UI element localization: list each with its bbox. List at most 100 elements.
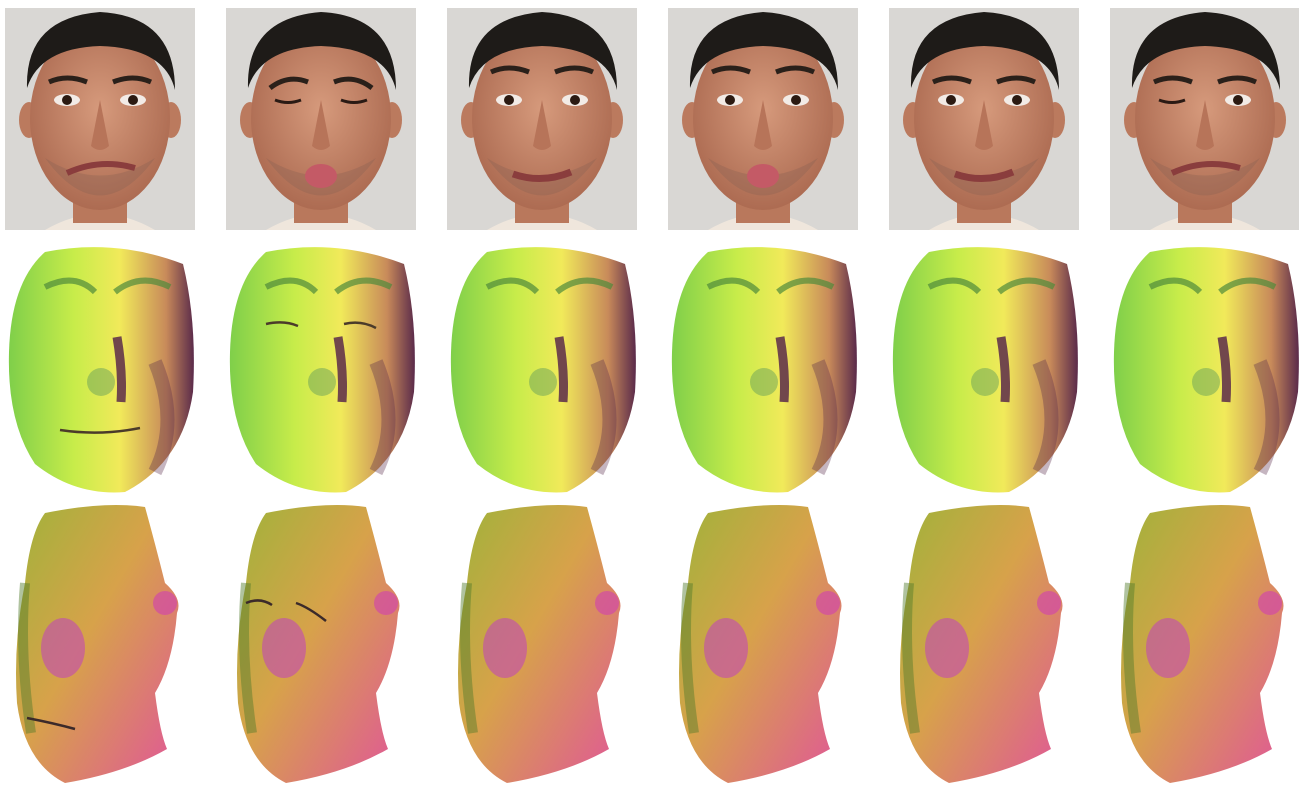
- mesh-brow-right: [1218, 277, 1277, 295]
- mesh-eye-crease-left: [265, 321, 299, 328]
- eyebrow-right: [112, 75, 153, 85]
- mesh-nose-tip: [308, 368, 336, 396]
- mesh-nose-tip: [595, 591, 619, 615]
- side-mesh-pucker-squint: [226, 503, 416, 785]
- mesh-mouth-line: [26, 716, 76, 731]
- mouth-pucker: [305, 164, 337, 188]
- frontal-mesh-pucker-raised: [668, 242, 858, 496]
- side-mesh-lip-press: [889, 503, 1079, 785]
- mesh-cheek-shadow: [1032, 359, 1059, 476]
- side-mesh-surface: [1121, 505, 1284, 783]
- mesh-brow-left: [485, 277, 540, 295]
- eye-left-pupil: [62, 95, 72, 105]
- mesh-profile-edge: [460, 582, 478, 734]
- mesh-cheek-highlight: [262, 618, 306, 678]
- mouth-pucker: [747, 164, 779, 188]
- mesh-cheek-highlight: [704, 618, 748, 678]
- eye-right-pupil: [1233, 95, 1243, 105]
- frontal-mesh-pucker-squint: [226, 242, 416, 496]
- frontal-mesh-lip-press: [889, 242, 1079, 496]
- eyebrow-right: [333, 76, 374, 91]
- mouth: [953, 168, 1015, 182]
- eye-right: [340, 98, 368, 104]
- nose: [312, 100, 330, 150]
- mesh-brow-right: [776, 277, 835, 295]
- mesh-mouth-line: [59, 426, 141, 434]
- face-photo-raised-brows-sad: [447, 8, 637, 230]
- frontal-mesh-wink-smirk: [1110, 242, 1299, 496]
- mesh-brow-right: [334, 277, 393, 295]
- frontal-mesh-smirk: [5, 242, 195, 496]
- mesh-profile-edge: [681, 582, 699, 734]
- mesh-brow-left: [264, 277, 319, 295]
- eyebrow-left: [47, 75, 88, 85]
- mesh-cheek-shadow: [369, 359, 396, 476]
- hair: [247, 12, 396, 90]
- mesh-nose-tip: [750, 368, 778, 396]
- mesh-nose-tip: [1037, 591, 1061, 615]
- eyebrow-left: [268, 76, 309, 91]
- mesh-brow-right: [555, 277, 614, 295]
- hair: [1131, 12, 1280, 90]
- eye-right-pupil: [1012, 95, 1022, 105]
- mesh-cheek-shadow: [590, 359, 617, 476]
- mesh-cheek-shadow: [811, 359, 838, 476]
- mesh-nose-tip: [971, 368, 999, 396]
- mouth-smirk: [1170, 161, 1241, 176]
- eyebrow-left: [489, 65, 530, 75]
- mesh-cheek-highlight: [1146, 618, 1190, 678]
- mesh-nose-shadow: [1217, 336, 1231, 403]
- mesh-cheek-highlight: [483, 618, 527, 678]
- side-mesh-smirk: [5, 503, 195, 785]
- eyebrow-right: [775, 65, 816, 75]
- eye-left: [274, 98, 302, 104]
- nose: [975, 100, 993, 150]
- mesh-nose-tip: [87, 368, 115, 396]
- mouth-smirk: [65, 161, 136, 176]
- mesh-nose-shadow: [996, 336, 1010, 403]
- mesh-profile-edge: [1123, 582, 1141, 734]
- eyebrow-right: [554, 65, 595, 75]
- mesh-nose-tip: [1192, 368, 1220, 396]
- mesh-profile-edge: [239, 582, 257, 734]
- mesh-eye-crease-left: [245, 599, 273, 607]
- nose: [533, 100, 551, 150]
- side-mesh-raised-brows-sad: [447, 503, 637, 785]
- mesh-cheek-highlight: [41, 618, 85, 678]
- hair: [910, 12, 1059, 90]
- side-mesh-pucker-raised: [668, 503, 858, 785]
- eye-left-pupil: [946, 95, 956, 105]
- mesh-nose-shadow: [333, 336, 347, 403]
- mesh-brow-left: [43, 277, 98, 295]
- mesh-brow-left: [927, 277, 982, 295]
- face-photo-wink-smirk: [1110, 8, 1299, 230]
- mesh-brow-right: [113, 277, 172, 295]
- mesh-brow-right: [997, 277, 1056, 295]
- mesh-brow-left: [706, 277, 761, 295]
- mesh-nose-shadow: [775, 336, 789, 403]
- nose: [91, 100, 109, 150]
- eye-right-pupil: [791, 95, 801, 105]
- mesh-eye-crease-right: [343, 321, 377, 330]
- nose: [1196, 100, 1214, 150]
- face-photo-pucker-squint: [226, 8, 416, 230]
- mesh-nose-tip: [529, 368, 557, 396]
- mesh-profile-edge: [18, 582, 36, 734]
- mesh-profile-edge: [902, 582, 920, 734]
- mesh-nose-tip: [816, 591, 840, 615]
- nose: [754, 100, 772, 150]
- mesh-nose-tip: [153, 591, 177, 615]
- eyebrow-right: [996, 75, 1037, 85]
- mouth: [511, 168, 573, 182]
- mesh-cheek-highlight: [925, 618, 969, 678]
- eye-left: [1158, 98, 1186, 104]
- mesh-cheek-shadow: [1253, 359, 1280, 476]
- eyebrow-left: [931, 75, 972, 85]
- mesh-nose-tip: [1258, 591, 1282, 615]
- face-photo-pucker-raised: [668, 8, 858, 230]
- mesh-nose-shadow: [554, 336, 568, 403]
- face-photo-smirk: [5, 8, 195, 230]
- mesh-cheek-shadow: [148, 359, 175, 476]
- eye-left-pupil: [504, 95, 514, 105]
